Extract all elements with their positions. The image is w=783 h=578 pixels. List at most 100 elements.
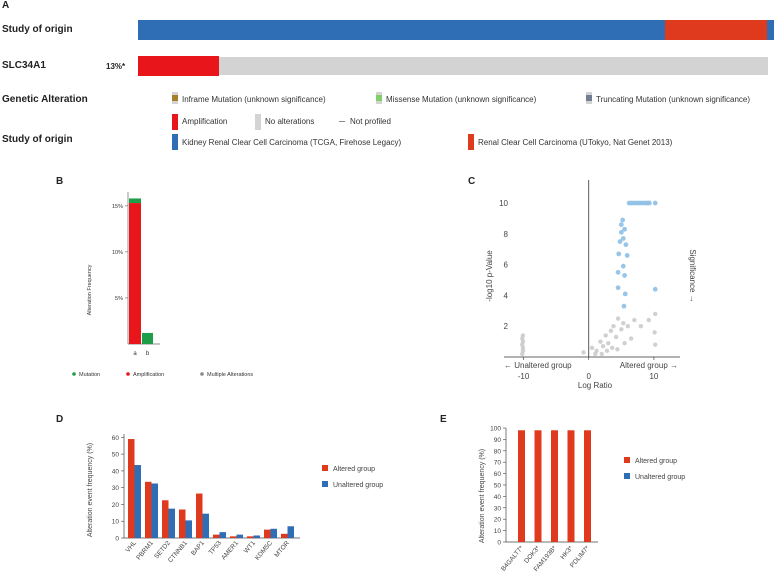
amplification-label: Amplification — [182, 117, 228, 126]
x-tick-label: B4GALT7* — [500, 544, 525, 572]
y-tick-label: 90 — [494, 437, 502, 444]
mutation-bar-a — [129, 198, 141, 204]
volcano-plot: -log10 p-Value Significance → -10 0 10 2 4 6 8… — [485, 180, 697, 390]
y-tick-label: 20 — [494, 517, 502, 524]
study-segment-other[interactable] — [766, 20, 774, 40]
legend-swatch — [322, 481, 328, 487]
x-tick-label: a — [133, 351, 137, 357]
y-tick-label: 60 — [112, 435, 120, 442]
unaltered-bar-tp53 — [219, 532, 226, 538]
y-tick-label: 30 — [112, 485, 120, 492]
utokyo-study-swatch — [468, 134, 474, 150]
unaltered-bar-pbrm1 — [151, 483, 158, 538]
y-tick-label: 0 — [115, 536, 119, 543]
y-tick-label: 60 — [494, 471, 502, 478]
legend-marker — [126, 372, 130, 376]
y-tick-label: 5% — [115, 296, 123, 302]
y-tick-label: 40 — [112, 468, 120, 475]
x-tick-label: HK3* — [559, 544, 574, 560]
significant-point — [624, 253, 630, 258]
nonsignificant-point — [599, 351, 604, 357]
legend-marker — [200, 372, 204, 376]
nonsignificant-point — [652, 330, 657, 335]
significance-label: Significance → — [688, 249, 697, 302]
legend-swatch — [322, 465, 328, 471]
panel-c-letter: C — [468, 176, 476, 187]
unaltered-bar-bap1 — [202, 513, 209, 538]
panel-e-letter: E — [440, 414, 447, 425]
study-legend-label: Study of origin — [2, 134, 73, 145]
nonsignificant-point — [581, 350, 586, 355]
nonsignificant-point — [593, 351, 598, 357]
amplification-swatch — [172, 114, 178, 130]
nonsignificant-point — [615, 347, 620, 352]
study-of-origin-track-label: Study of origin — [2, 24, 73, 35]
x-tick-label: MTOR — [273, 540, 291, 559]
gene-alteration-track[interactable] — [138, 56, 768, 76]
altered-bar-bap1 — [196, 493, 203, 538]
altered-bar-amer1 — [230, 536, 237, 538]
altered-bar-dok3 — [534, 430, 542, 542]
y-tick-label: 4 — [504, 291, 509, 300]
missense-mutation-label: Missense Mutation (unknown significance) — [386, 95, 537, 104]
study-segment-utokyo[interactable] — [665, 20, 767, 40]
significant-point — [621, 303, 627, 309]
nonsignificant-point — [520, 348, 526, 354]
x-tick-label: b — [146, 351, 150, 357]
significant-point — [618, 222, 624, 228]
x-tick-label: BAP1 — [190, 539, 206, 557]
study-segment-tcga[interactable] — [138, 20, 666, 40]
altered-bar-hk3 — [567, 430, 575, 542]
legend-swatch — [624, 457, 630, 463]
altered-group-arrow: Altered group → — [620, 361, 678, 370]
nonsignificant-point — [600, 344, 606, 349]
nonsignificant-point — [638, 324, 644, 329]
y-tick-label: 10 — [494, 528, 502, 535]
y-tick-label: 50 — [494, 483, 502, 490]
unaltered-bar-amer1 — [236, 534, 243, 538]
utokyo-study-label: Renal Clear Cell Carcinoma (UTokyo, Nat … — [478, 138, 673, 147]
unaltered-group-arrow: ← Unaltered group — [504, 361, 572, 370]
x-tick-label: AMER1 — [220, 540, 240, 562]
legend-label: Multiple Alterations — [207, 372, 253, 378]
inframe-mutation-label: Inframe Mutation (unknown significance) — [182, 95, 326, 104]
tcga-study-swatch — [172, 134, 178, 150]
panel-d-letter: D — [56, 414, 64, 425]
x-axis-label: Log Ratio — [578, 381, 613, 390]
x-tick-label: WT1 — [243, 540, 257, 555]
y-axis-label: Alteration event frequency (%) — [87, 443, 94, 537]
nonsignificant-point — [619, 327, 624, 332]
legend-label: Amplification — [133, 372, 164, 378]
x-tick-label: 0 — [587, 372, 592, 381]
altered-bar-wt1 — [247, 536, 254, 538]
study-of-origin-track[interactable] — [138, 20, 774, 40]
not-profiled-label: Not profiled — [350, 117, 391, 126]
legend-label: Altered group — [333, 466, 375, 473]
amplification-bar[interactable] — [138, 56, 219, 76]
y-tick-label: 0 — [497, 540, 501, 547]
mutual-gene-frequency-chart: Alteration event frequency (%) 0 10 20 30 40… — [87, 434, 383, 564]
genetic-alteration-legend-label: Genetic Alteration — [2, 94, 88, 105]
mutation-bar-b — [142, 332, 153, 344]
significant-point — [622, 291, 628, 297]
amplification-bar-a — [129, 203, 141, 344]
y-tick-label: 80 — [494, 448, 502, 455]
y-tick-label: 70 — [494, 460, 502, 467]
nonsignificant-point — [520, 333, 526, 338]
significant-point — [615, 269, 621, 275]
significant-point — [616, 251, 622, 257]
x-tick-label: PBRM1 — [135, 540, 155, 562]
significant-point — [652, 200, 658, 206]
nonsignificant-point — [606, 340, 611, 346]
panel-a-letter: A — [2, 0, 10, 11]
y-axis-label: -log10 p-Value — [485, 250, 494, 302]
significant-point — [620, 263, 626, 269]
y-tick-label: 40 — [494, 494, 502, 501]
panel-b-letter: B — [56, 176, 64, 187]
x-tick-label: 10 — [649, 372, 658, 381]
significant-point — [615, 285, 621, 291]
altered-bar-vhl — [128, 439, 135, 538]
x-tick-label: VHL — [125, 540, 139, 554]
nonsignificant-point — [603, 333, 608, 338]
legend-label: Altered group — [635, 458, 677, 465]
